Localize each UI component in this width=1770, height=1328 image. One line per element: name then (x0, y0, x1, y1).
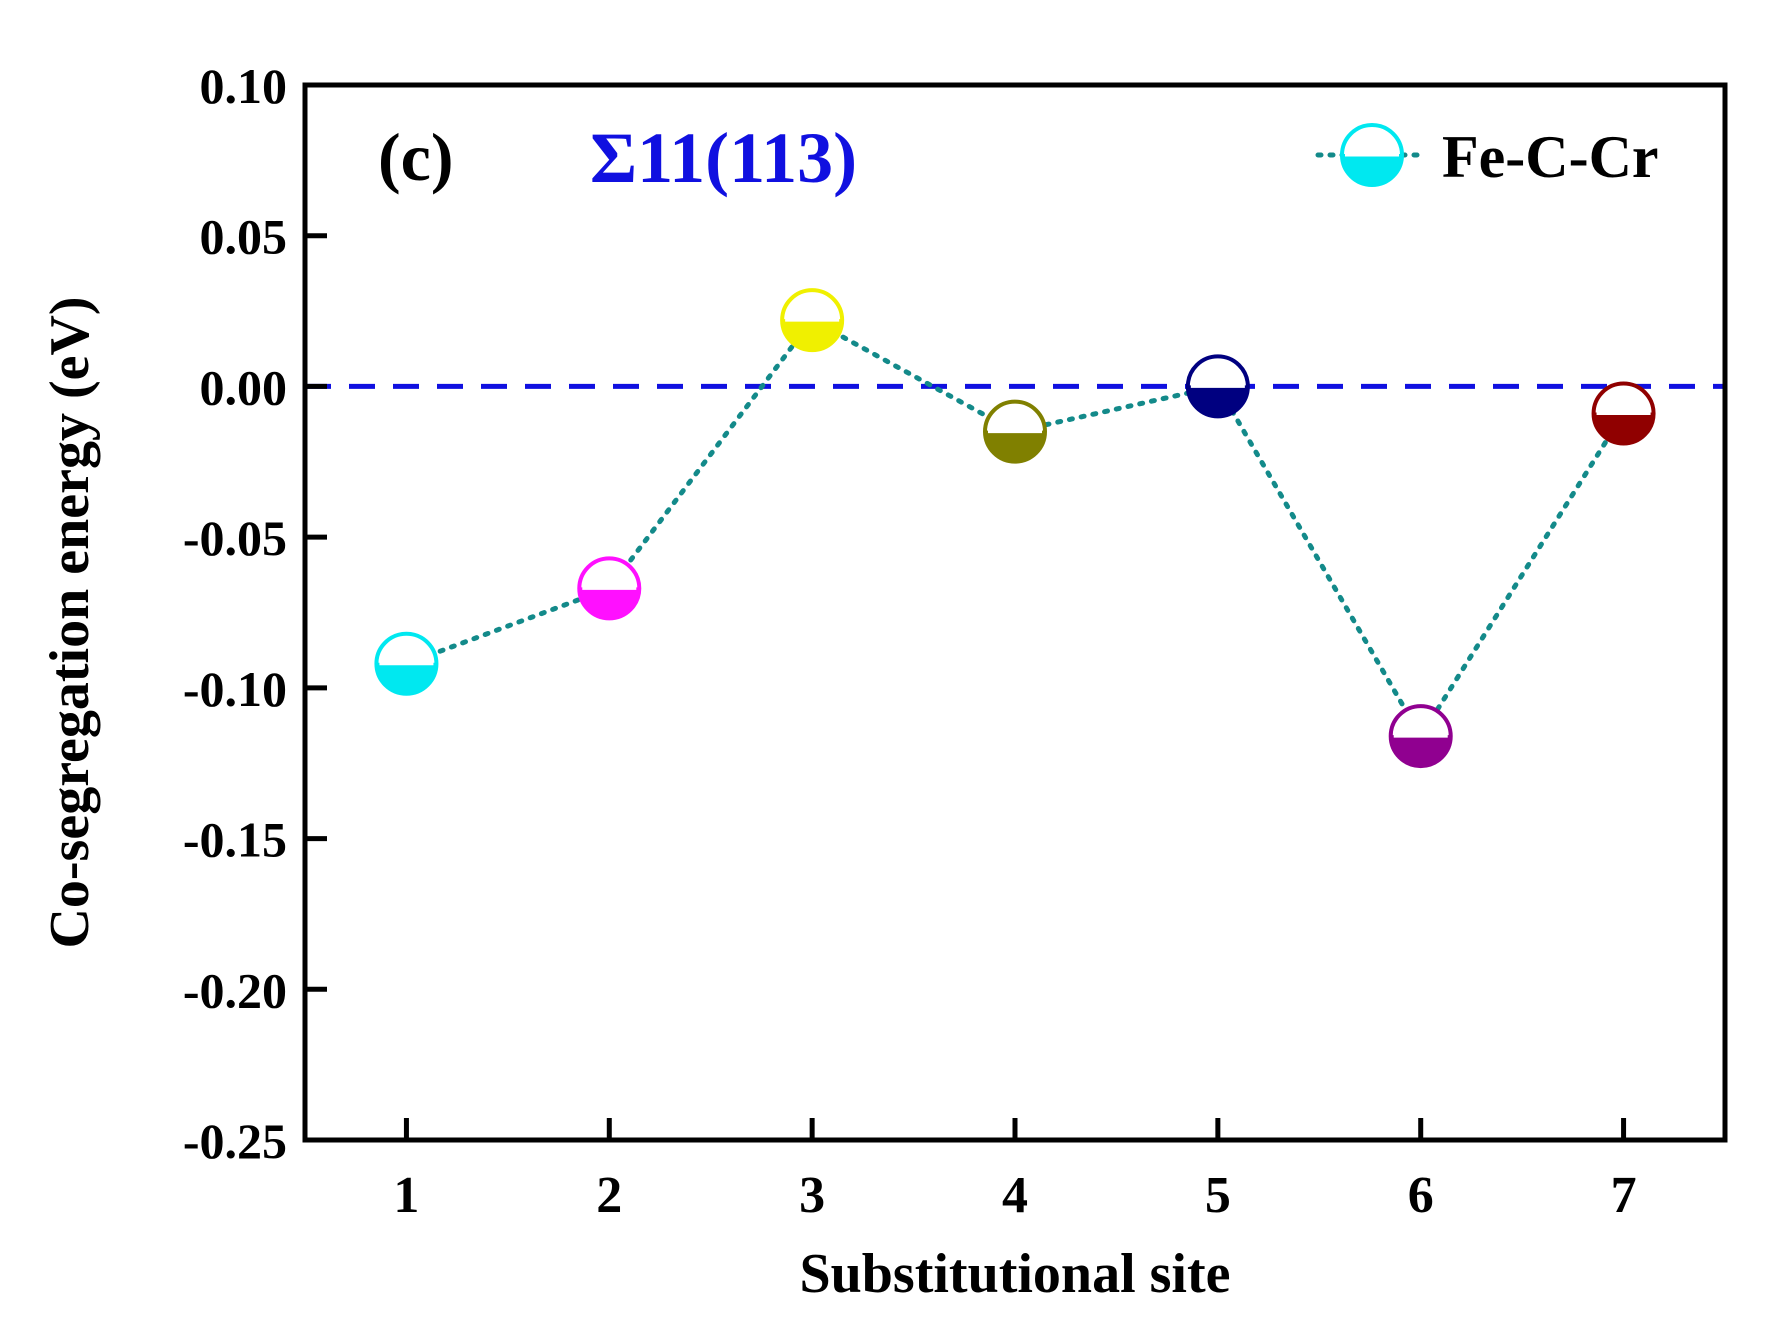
data-point-site-2 (577, 556, 642, 621)
y-tick-label: -0.05 (183, 510, 287, 566)
x-tick-label: 2 (596, 1167, 622, 1224)
chart-title: Σ11(113) (590, 118, 857, 198)
x-axis-label: Substitutional site (800, 1243, 1231, 1305)
y-tick-label: 0.00 (200, 359, 288, 415)
x-tick-label: 1 (393, 1167, 419, 1224)
data-point-site-1 (374, 631, 439, 696)
y-tick-label: -0.10 (183, 661, 287, 717)
y-tick-label: 0.10 (200, 58, 288, 114)
data-point-site-6 (1388, 704, 1453, 769)
y-axis-label: Co-segregation energy (eV) (39, 296, 101, 948)
x-tick-label: 3 (799, 1167, 825, 1224)
y-tick-label: -0.20 (183, 962, 287, 1018)
x-tick-label: 6 (1408, 1167, 1434, 1224)
y-tick-label: -0.25 (183, 1113, 287, 1169)
panel-label: (c) (378, 119, 453, 195)
y-tick-label: 0.05 (200, 209, 288, 265)
data-point-site-5 (1185, 354, 1250, 419)
x-tick-label: 4 (1002, 1167, 1028, 1224)
legend: Fe-C-Cr (1315, 123, 1659, 190)
x-tick-label: 7 (1611, 1167, 1637, 1224)
plot-frame (302, 82, 1728, 1143)
y-tick-label: -0.15 (183, 812, 287, 868)
data-point-site-7 (1591, 381, 1656, 446)
legend-marker (1340, 123, 1404, 187)
data-point-site-4 (983, 399, 1047, 464)
data-point-site-3 (780, 288, 845, 353)
legend-label: Fe-C-Cr (1442, 124, 1659, 190)
x-tick-label: 5 (1205, 1167, 1231, 1224)
series-line-fe-c-cr (403, 316, 1627, 741)
